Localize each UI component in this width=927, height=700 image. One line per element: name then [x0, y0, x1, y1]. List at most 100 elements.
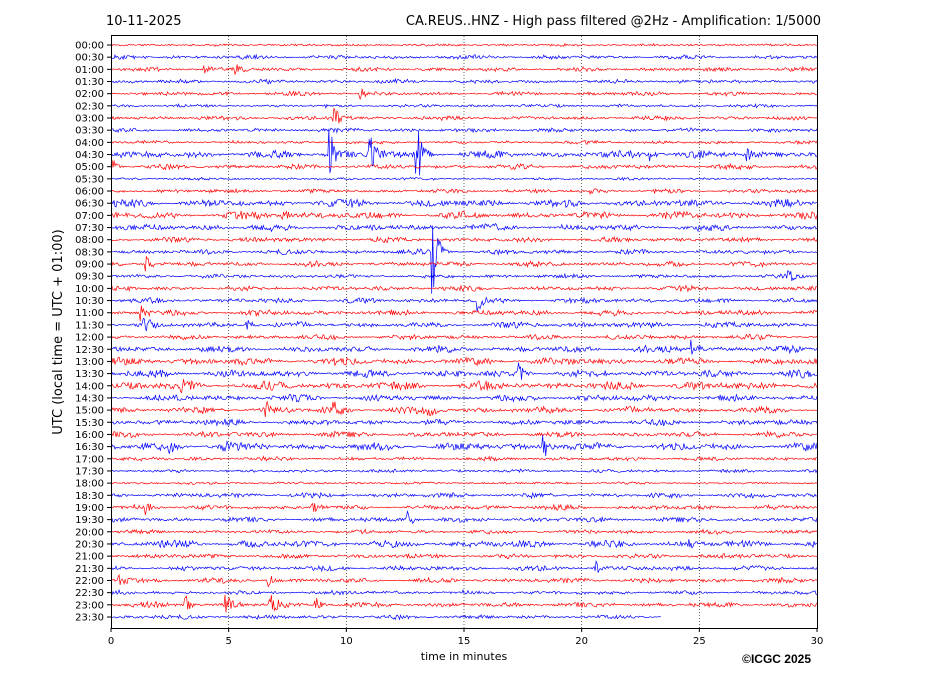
y-tick-label: 02:00 — [75, 89, 104, 100]
grid-lines — [228, 36, 700, 628]
y-tick-label: 21:30 — [75, 564, 104, 575]
x-tick-label: 30 — [811, 636, 824, 647]
trace-row-1130 — [110, 317, 818, 332]
y-tick-label: 22:30 — [75, 588, 104, 599]
trace-row-2230 — [110, 589, 818, 596]
y-tick-label: 06:30 — [75, 199, 104, 210]
y-tick-label: 22:00 — [75, 576, 104, 587]
trace-row-1230 — [110, 339, 818, 355]
trace-row-1300 — [110, 356, 818, 367]
plot-frame — [111, 35, 818, 629]
trace-row-1000 — [110, 284, 818, 293]
trace-row-2330 — [110, 614, 661, 621]
trace-row-2030 — [110, 539, 818, 549]
trace-row-1800 — [110, 481, 818, 486]
trace-row-0000 — [110, 42, 818, 48]
y-tick-label: 07:30 — [75, 223, 104, 234]
trace-row-1030 — [110, 296, 818, 312]
y-tick-label: 19:30 — [75, 515, 104, 526]
trace-row-1730 — [110, 468, 818, 474]
y-tick-label: 00:00 — [75, 41, 104, 52]
y-tick-label: 14:00 — [75, 381, 104, 392]
y-tick-label: 18:00 — [75, 479, 104, 490]
trace-row-1330 — [110, 362, 818, 380]
x-tick-label: 0 — [108, 636, 114, 647]
y-tick-label: 11:30 — [75, 320, 104, 331]
trace-row-0400 — [110, 139, 818, 146]
y-tick-label: 09:00 — [75, 260, 104, 271]
trace-row-2000 — [110, 528, 818, 536]
trace-row-0430 — [110, 128, 818, 176]
y-tick-label: 15:30 — [75, 418, 104, 429]
y-tick-label: 21:00 — [75, 552, 104, 563]
trace-row-0730 — [110, 223, 818, 233]
y-tick-label: 02:30 — [75, 101, 104, 112]
trace-row-1200 — [110, 333, 818, 341]
y-tick-label: 08:30 — [75, 247, 104, 258]
y-tick-label: 00:30 — [75, 53, 104, 64]
trace-row-0900 — [110, 256, 818, 272]
y-tick-label: 03:00 — [75, 114, 104, 125]
y-tick-label: 05:00 — [75, 162, 104, 173]
trace-row-1530 — [110, 418, 818, 427]
trace-row-1700 — [110, 455, 818, 462]
y-tick-label: 14:30 — [75, 393, 104, 404]
y-tick-label: 08:00 — [75, 235, 104, 246]
date-label: 10-11-2025 — [106, 14, 182, 29]
x-axis-label: time in minutes — [421, 650, 508, 663]
trace-row-1900 — [110, 502, 818, 515]
y-tick-label: 04:00 — [75, 138, 104, 149]
y-tick-label: 15:00 — [75, 406, 104, 417]
y-tick-label: 13:30 — [75, 369, 104, 380]
trace-row-0330 — [110, 127, 818, 134]
trace-row-0500 — [110, 159, 818, 171]
y-tick-label: 10:00 — [75, 284, 104, 295]
trace-row-0700 — [110, 210, 818, 221]
traces — [110, 42, 818, 621]
trace-row-1400 — [110, 378, 818, 394]
x-tick-label: 15 — [458, 636, 471, 647]
y-tick-label: 07:00 — [75, 211, 104, 222]
y-tick-label: 12:00 — [75, 333, 104, 344]
x-axis: 0 5 10 15 20 25 30 — [108, 628, 824, 647]
y-tick-label: 11:00 — [75, 308, 104, 319]
y-tick-label: 16:00 — [75, 430, 104, 441]
trace-row-0530 — [110, 176, 818, 182]
trace-row-0600 — [110, 187, 818, 196]
y-tick-label: 23:00 — [75, 600, 104, 611]
y-tick-label: 01:00 — [75, 65, 104, 76]
x-tick-label: 20 — [575, 636, 588, 647]
chart-title: CA.REUS..HNZ - High pass filtered @2Hz -… — [406, 14, 821, 29]
trace-row-2200 — [110, 573, 818, 588]
trace-row-0830 — [110, 225, 818, 294]
y-tick-label: 06:00 — [75, 187, 104, 198]
trace-row-0930 — [110, 270, 818, 282]
trace-row-1930 — [110, 510, 818, 524]
trace-row-1500 — [110, 400, 818, 418]
trace-row-0230 — [110, 102, 818, 109]
trace-row-1630 — [110, 435, 818, 457]
x-tick-label: 25 — [693, 636, 706, 647]
y-tick-label: 10:30 — [75, 296, 104, 307]
x-tick-label: 10 — [340, 636, 353, 647]
trace-row-0030 — [110, 53, 818, 61]
y-tick-label: 13:00 — [75, 357, 104, 368]
x-tick-label: 5 — [225, 636, 231, 647]
y-tick-label: 05:30 — [75, 174, 104, 185]
y-tick-label: 04:30 — [75, 150, 104, 161]
trace-row-0200 — [110, 88, 818, 101]
y-tick-label: 17:00 — [75, 454, 104, 465]
trace-row-2130 — [110, 559, 818, 573]
trace-row-1600 — [110, 430, 818, 439]
y-tick-label: 12:30 — [75, 345, 104, 356]
trace-row-2300 — [110, 594, 818, 613]
trace-row-0630 — [110, 198, 818, 209]
y-tick-label: 09:30 — [75, 272, 104, 283]
y-tick-label: 03:30 — [75, 126, 104, 137]
y-tick-label: 01:30 — [75, 77, 104, 88]
y-tick-label: 19:00 — [75, 503, 104, 514]
trace-row-0300 — [110, 107, 818, 124]
trace-row-1830 — [110, 491, 818, 500]
